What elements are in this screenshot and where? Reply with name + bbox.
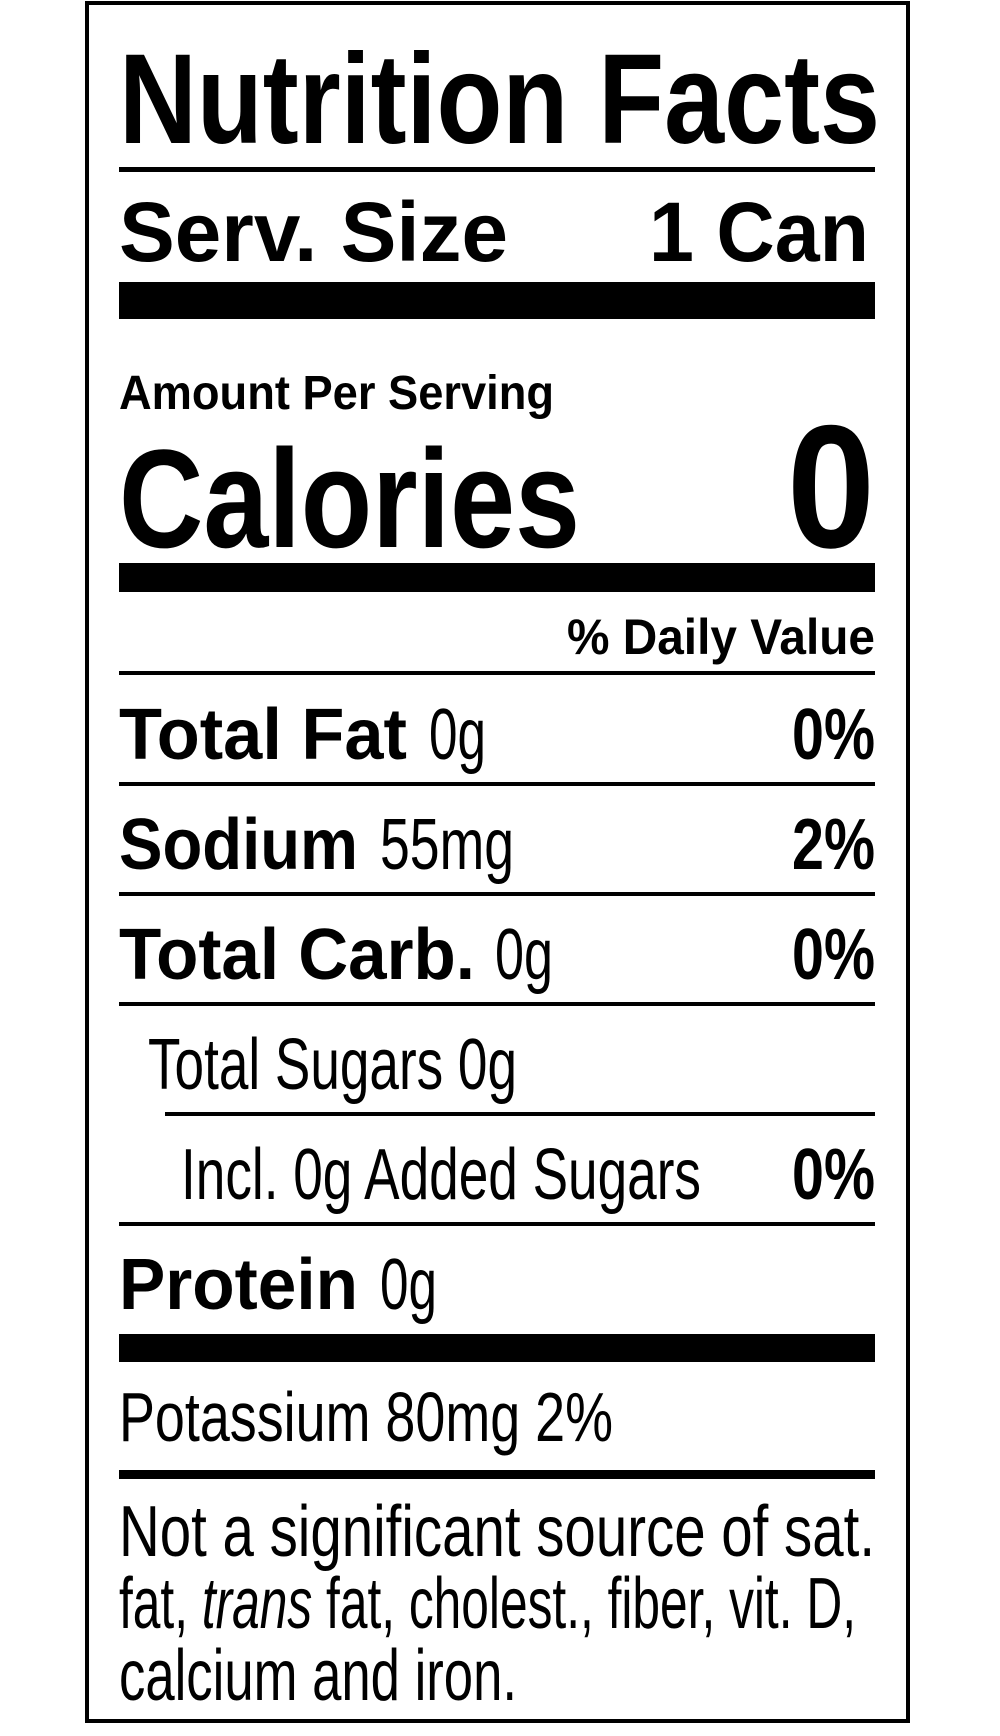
- nutrient-amount: 0g: [380, 1245, 437, 1325]
- footnote-line: Not a significant source of sat.: [119, 1492, 875, 1572]
- thick-bar: [119, 282, 875, 319]
- footnote-text: calcium and iron.: [119, 1636, 517, 1716]
- thick-bar: [119, 1334, 875, 1362]
- nutrient-name: Total Sugars 0g: [148, 1025, 517, 1105]
- rule: [165, 1112, 875, 1116]
- nutrient-name: Incl. 0g Added Sugars: [181, 1135, 701, 1215]
- rule: [119, 892, 875, 896]
- title: Nutrition Facts: [119, 28, 880, 171]
- rule: [119, 1002, 875, 1006]
- label-border: [85, 1, 910, 1723]
- nutrient-dv: 0%: [792, 695, 875, 775]
- nutrient-amount: 55mg: [380, 805, 514, 885]
- footnote-text: Not a significant source of sat.: [119, 1492, 875, 1572]
- nutrient-dv: 0%: [792, 915, 875, 995]
- serving-value: 1 Can: [649, 185, 869, 279]
- footnote-line: calcium and iron.: [119, 1636, 517, 1716]
- footnote-text: fat,: [119, 1564, 202, 1644]
- nutrient-name: Total Fat: [119, 695, 407, 775]
- rule: [119, 1470, 875, 1479]
- nutrient-dv: 0%: [792, 1135, 875, 1215]
- nutrient-amount: 0g: [495, 915, 553, 995]
- footnote-line: fat, trans fat, cholest., fiber, vit. D,: [119, 1564, 856, 1644]
- nutrient-amount: 0g: [429, 695, 486, 775]
- rule: [119, 1222, 875, 1226]
- footnote-text: fat, cholest., fiber, vit. D,: [312, 1564, 856, 1644]
- nutrient-dv: 2%: [792, 805, 875, 885]
- rule: [119, 167, 875, 172]
- nutrient-name: Sodium: [119, 805, 358, 885]
- potassium: Potassium 80mg 2%: [119, 1378, 613, 1456]
- amount-per-serving: Amount Per Serving: [119, 367, 554, 420]
- rule: [119, 782, 875, 786]
- serving-label: Serv. Size: [119, 185, 508, 279]
- nutrient-name: Protein: [119, 1245, 358, 1325]
- calories-label: Calories: [119, 420, 580, 577]
- daily-value-header: % Daily Value: [567, 609, 875, 665]
- calories-value: 0: [787, 390, 875, 585]
- thick-bar: [119, 563, 875, 592]
- footnote-italic: trans: [202, 1564, 312, 1644]
- rule: [119, 671, 875, 675]
- nutrient-name: Total Carb.: [119, 915, 475, 995]
